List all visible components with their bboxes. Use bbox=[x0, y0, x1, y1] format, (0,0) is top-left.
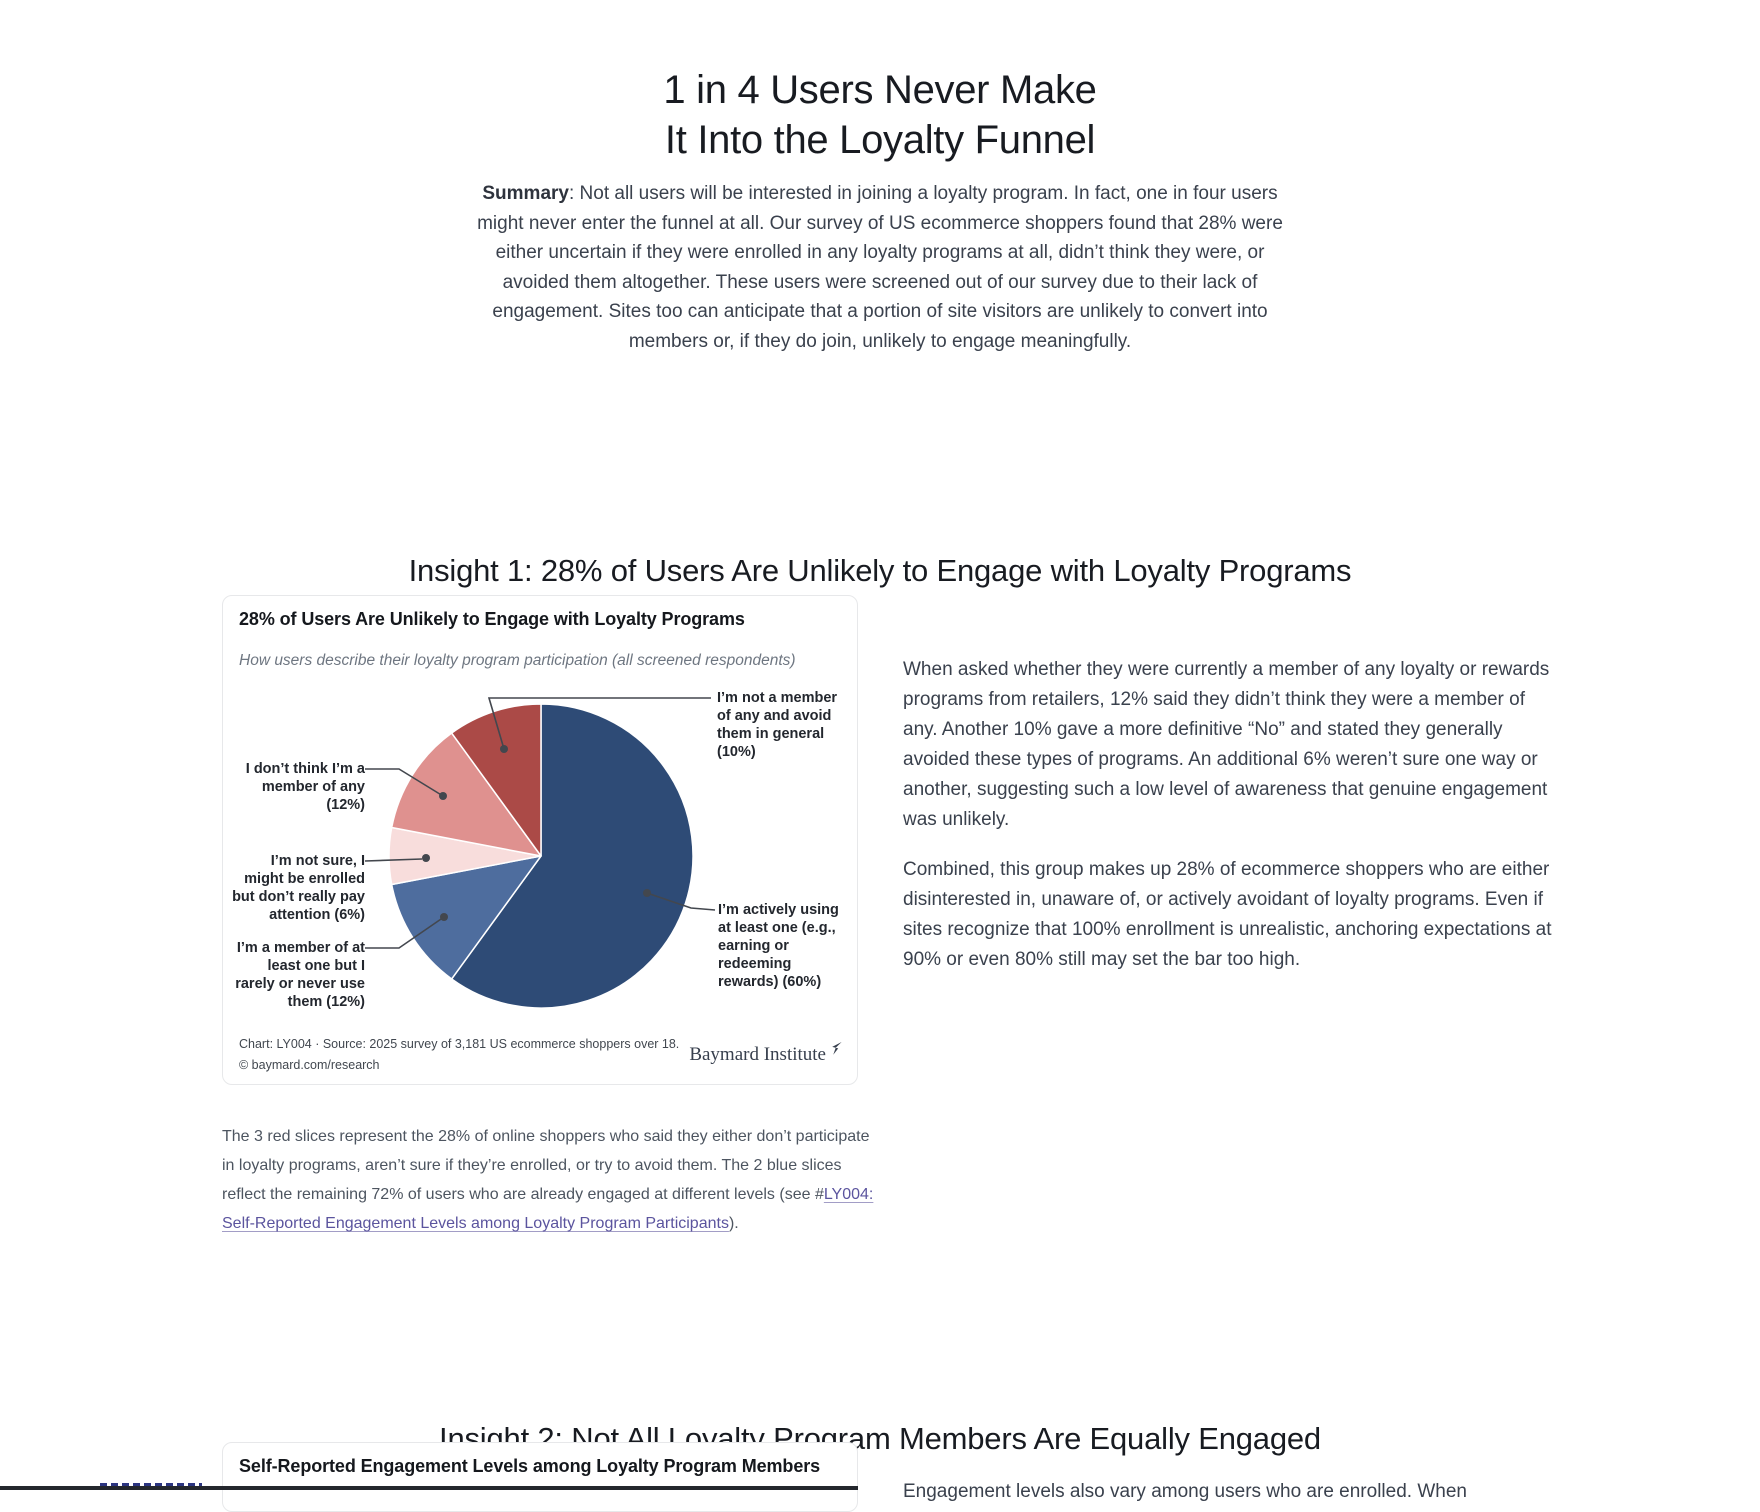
bottom-edge-bar bbox=[0, 1486, 858, 1490]
insight2-paragraph: Engagement levels also vary among users … bbox=[903, 1481, 1467, 1502]
baymard-logo-text: Baymard Institute bbox=[689, 1044, 826, 1065]
pie-slice bbox=[450, 703, 694, 1009]
insight1-paragraph-1: When asked whether they were currently a… bbox=[903, 659, 1550, 830]
pie-label-actively-using: I’m actively using at least one (e.g., e… bbox=[718, 902, 839, 990]
caption-text-after: ). bbox=[728, 1215, 739, 1232]
chart-card-2-title: Self-Reported Engagement Levels among Lo… bbox=[239, 1456, 821, 1476]
chart-card-subtitle: How users describe their loyalty program… bbox=[239, 652, 796, 669]
pie-slice bbox=[390, 855, 542, 980]
pie-label-rarely-use: I’m a member of at least one but I rarel… bbox=[235, 940, 365, 1010]
pie-label-not-sure: I’m not sure, I might be enrolled but do… bbox=[232, 853, 365, 923]
page-title: 1 in 4 Users Never Make It Into the Loya… bbox=[663, 67, 1097, 162]
baymard-logo: Baymard Institute bbox=[689, 1041, 843, 1066]
chart-card-footer: Chart: LY004 · Source: 2025 survey of 3,… bbox=[239, 1034, 843, 1076]
summary-body: : Not all users will be interested in jo… bbox=[477, 183, 1283, 352]
leader-line-not-sure bbox=[364, 858, 423, 862]
summary-label: Summary bbox=[482, 183, 569, 204]
leader-lines bbox=[364, 697, 716, 949]
summary-paragraph: Summary: Not all users will be intereste… bbox=[470, 179, 1290, 356]
chart-card-engagement-levels: Self-Reported Engagement Levels among Lo… bbox=[222, 1442, 858, 1512]
chart-card-ly004: 28% of Users Are Unlikely to Engage with… bbox=[222, 595, 858, 1085]
chart-card-title: 28% of Users Are Unlikely to Engage with… bbox=[239, 609, 745, 629]
leader-line-dont-think bbox=[365, 768, 444, 797]
insight1-heading: Insight 1: 28% of Users Are Unlikely to … bbox=[408, 552, 1352, 588]
caption-text-before: The 3 red slices represent the 28% of on… bbox=[222, 1128, 870, 1203]
chart-copyright: © baymard.com/research bbox=[239, 1058, 380, 1072]
caption-link-ly004[interactable]: LY004: Self-Reported Engagement Levels a… bbox=[222, 1186, 874, 1232]
leader-dots bbox=[422, 745, 651, 921]
chart-caption: The 3 red slices represent the 28% of on… bbox=[222, 1122, 874, 1238]
chart-source: Chart: LY004 · Source: 2025 survey of 3,… bbox=[239, 1037, 680, 1051]
insight1-paragraph-2: Combined, this group makes up 28% of eco… bbox=[903, 859, 1552, 970]
pie-slice bbox=[450, 703, 542, 857]
leader-line-active bbox=[646, 892, 716, 911]
pie-chart-area: I’m not a member of any and avoid them i… bbox=[223, 681, 859, 1041]
pie-label-avoid: I’m not a member of any and avoid them i… bbox=[717, 690, 838, 760]
leader-line-rarely bbox=[365, 916, 445, 949]
pie-slice bbox=[390, 732, 542, 857]
baymard-logo-icon bbox=[832, 1041, 842, 1055]
pie-label-dont-think: I don’t think I’m a member of any (12%) bbox=[245, 761, 365, 813]
leader-line-avoid bbox=[487, 697, 711, 750]
pie-chart bbox=[364, 697, 716, 1009]
